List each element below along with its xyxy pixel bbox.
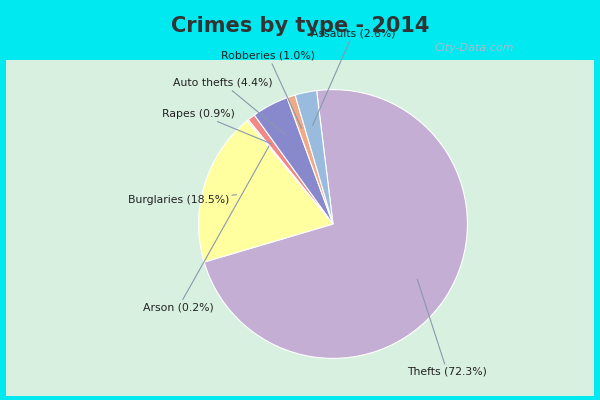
Wedge shape <box>254 98 333 224</box>
Text: Crimes by type - 2014: Crimes by type - 2014 <box>171 16 429 36</box>
Text: Burglaries (18.5%): Burglaries (18.5%) <box>128 195 236 205</box>
Text: Arson (0.2%): Arson (0.2%) <box>143 146 269 312</box>
Text: Auto thefts (4.4%): Auto thefts (4.4%) <box>173 78 286 135</box>
Text: Thefts (72.3%): Thefts (72.3%) <box>407 279 487 377</box>
Wedge shape <box>204 90 467 358</box>
Text: Rapes (0.9%): Rapes (0.9%) <box>162 109 272 144</box>
Wedge shape <box>247 120 333 224</box>
Wedge shape <box>199 121 333 262</box>
Wedge shape <box>287 95 333 224</box>
Wedge shape <box>248 115 333 224</box>
Wedge shape <box>295 91 333 224</box>
Text: Assaults (2.6%): Assaults (2.6%) <box>311 28 395 125</box>
Text: Robberies (1.0%): Robberies (1.0%) <box>221 51 316 128</box>
Text: City-Data.com: City-Data.com <box>435 42 514 52</box>
